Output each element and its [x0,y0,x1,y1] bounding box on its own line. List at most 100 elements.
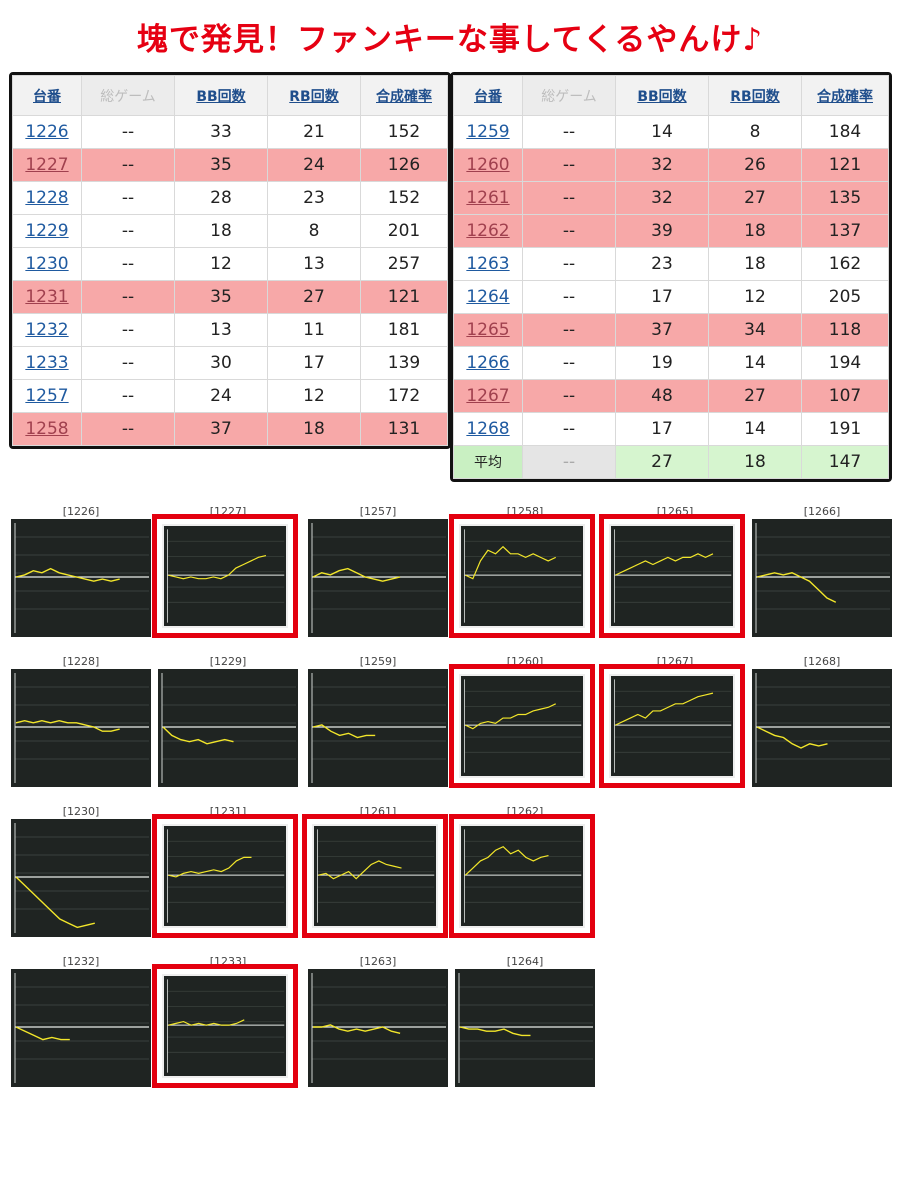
machine-number-link[interactable]: 1227 [12,148,82,182]
machine-number-link[interactable]: 1233 [12,346,82,380]
slump-graph-card[interactable]: [1231] [152,805,298,938]
slump-trend-line [615,553,714,576]
total-games-cell: -- [81,214,175,248]
table-row: 1268 -- 17 14 191 [453,412,889,446]
table-row: 1227 -- 35 24 126 [12,148,448,182]
slump-graph-card[interactable]: [1233] [152,955,298,1088]
slump-trend-line [465,545,556,580]
slump-graph-label: [1229] [209,655,247,668]
slump-graph-card[interactable]: [1226] [11,505,151,637]
slump-trend-line [15,719,120,732]
table-row: 1232 -- 13 11 181 [12,313,448,347]
machine-number-link[interactable]: 1231 [12,280,82,314]
slump-graph-card[interactable]: [1262] [449,805,595,938]
bb-count-cell: 18 [174,214,268,248]
slump-graph-card[interactable]: [1265] [599,505,745,638]
table-row: 1263 -- 23 18 162 [453,247,889,281]
total-games-cell: -- [81,148,175,182]
combined-prob-cell: 107 [801,379,889,413]
combined-prob-cell: 121 [801,148,889,182]
bb-count-cell: 28 [174,181,268,215]
header-rb-count[interactable]: RB回数 [267,75,361,116]
combined-prob-cell: 152 [360,115,448,149]
total-games-cell: -- [522,379,616,413]
slump-graph-card[interactable]: [1268] [752,655,892,787]
slump-graph-plot [162,974,288,1078]
machine-number-link[interactable]: 1229 [12,214,82,248]
highlight-frame [449,664,595,788]
machine-number-link[interactable]: 1230 [12,247,82,281]
header-machine-no[interactable]: 台番 [12,75,82,116]
slump-graph-card[interactable]: [1266] [752,505,892,637]
rb-count-cell: 12 [267,379,361,413]
table-row: 1267 -- 48 27 107 [453,379,889,413]
highlight-frame [152,814,298,938]
header-combined-prob[interactable]: 合成確率 [801,75,889,116]
table-row: 1264 -- 17 12 205 [453,280,889,314]
slump-graph-card[interactable]: [1259] [308,655,448,787]
slump-graph-card[interactable]: [1261] [302,805,448,938]
bb-count-cell: 23 [615,247,709,281]
slump-graph-card[interactable]: [1258] [449,505,595,638]
slump-graph-plot [459,824,585,928]
slump-graph-card[interactable]: [1264] [455,955,595,1087]
rb-count-cell: 17 [267,346,361,380]
slump-trend-line [312,724,376,739]
slump-trend-line [756,572,837,603]
machine-number-link[interactable]: 1232 [12,313,82,347]
header-combined-prob[interactable]: 合成確率 [360,75,448,116]
machine-number-link[interactable]: 1265 [453,313,523,347]
slump-graph-plot [11,669,151,787]
machine-number-link[interactable]: 1263 [453,247,523,281]
slump-trend-line [168,856,252,878]
slump-graph-card[interactable]: [1230] [11,805,151,937]
machine-number-link[interactable]: 1228 [12,181,82,215]
slump-graph-card[interactable]: [1263] [308,955,448,1087]
graph-frame [752,669,892,787]
slump-graph-card[interactable]: [1232] [11,955,151,1087]
machine-number-link[interactable]: 1264 [453,280,523,314]
slump-trend-line [318,860,402,880]
header-bb-count[interactable]: BB回数 [615,75,709,116]
machine-number-link[interactable]: 1261 [453,181,523,215]
total-games-cell: -- [81,181,175,215]
rb-count-cell: 18 [708,247,802,281]
machine-number-link[interactable]: 1262 [453,214,523,248]
slump-graph-label: [1259] [359,655,397,668]
machine-number-link[interactable]: 1266 [453,346,523,380]
rb-count-cell: 27 [708,181,802,215]
slump-graph-card[interactable]: [1267] [599,655,745,788]
header-machine-no[interactable]: 台番 [453,75,523,116]
graph-frame [752,519,892,637]
bb-count-cell: 32 [615,181,709,215]
bb-count-cell: 19 [615,346,709,380]
machine-number-link[interactable]: 1268 [453,412,523,446]
machine-number-link[interactable]: 1258 [12,412,82,446]
machine-number-link[interactable]: 1257 [12,379,82,413]
bb-count-cell: 24 [174,379,268,413]
slump-graph-card[interactable]: [1229] [158,655,298,787]
machine-number-link[interactable]: 1267 [453,379,523,413]
slump-graph-card[interactable]: [1260] [449,655,595,788]
bb-count-cell: 33 [174,115,268,149]
header-rb-count[interactable]: RB回数 [708,75,802,116]
header-bb-count[interactable]: BB回数 [174,75,268,116]
slump-graph-card[interactable]: [1228] [11,655,151,787]
combined-prob-cell: 191 [801,412,889,446]
highlight-frame [449,814,595,938]
slump-graph-card[interactable]: [1227] [152,505,298,638]
right-slot-table: 台番 総ゲーム BB回数 RB回数 合成確率 1259 -- 14 8 184 1260-… [450,72,892,482]
slump-graph-card[interactable]: [1257] [308,505,448,637]
total-games-cell: -- [522,214,616,248]
machine-number-link[interactable]: 1260 [453,148,523,182]
machine-number-link[interactable]: 1259 [453,115,523,149]
rb-count-cell: 18 [708,214,802,248]
graph-frame [11,969,151,1087]
machine-number-link[interactable]: 1226 [12,115,82,149]
graph-frame [308,669,448,787]
highlight-frame [152,514,298,638]
slump-graph-label: [1263] [359,955,397,968]
slump-graph-label: [1226] [62,505,100,518]
graph-frame [308,969,448,1087]
bb-count-cell: 17 [615,412,709,446]
